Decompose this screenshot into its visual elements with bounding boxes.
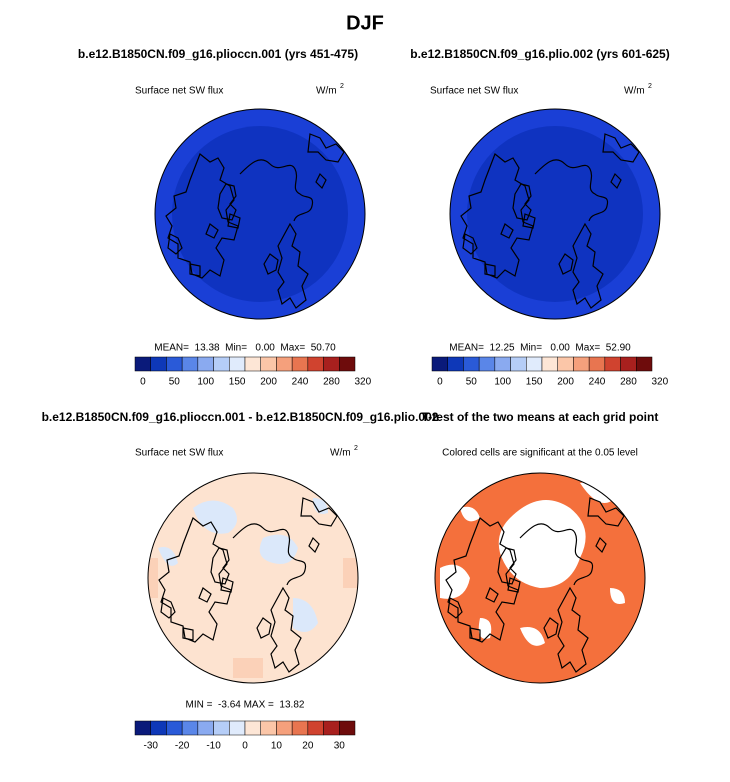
colorbar-box bbox=[323, 356, 340, 372]
colorbar-label: 200 bbox=[260, 377, 277, 388]
units-exponent: 2 bbox=[354, 445, 358, 452]
colorbar-box bbox=[244, 356, 261, 372]
colorbar-box bbox=[494, 356, 511, 372]
colorbar-box bbox=[134, 720, 151, 736]
colorbar-label: 0 bbox=[437, 377, 443, 388]
map bbox=[449, 108, 661, 320]
colorbar-label: 200 bbox=[557, 377, 574, 388]
colorbar-label: 280 bbox=[323, 377, 340, 388]
colorbar-label: -30 bbox=[143, 741, 158, 752]
colorbar-label: -10 bbox=[206, 741, 221, 752]
panel-label: Colored cells are significant at the 0.0… bbox=[442, 448, 638, 459]
colorbar: 0 50 100 150 200 240 280 320 bbox=[431, 356, 669, 388]
colorbar-box bbox=[339, 356, 356, 372]
colorbar-box bbox=[447, 356, 464, 372]
colorbar-box bbox=[229, 356, 246, 372]
colorbar-label: 20 bbox=[302, 741, 314, 752]
colorbar: 0 50 100 150 200 240 280 320 bbox=[134, 356, 372, 388]
units: W/m bbox=[624, 86, 645, 97]
colorbar-box bbox=[526, 356, 543, 372]
colorbar-label: 240 bbox=[589, 377, 606, 388]
colorbar-label: 150 bbox=[229, 377, 246, 388]
panel-heading: b.e12.B1850CN.f09_g16.plioccn.001 (yrs 4… bbox=[78, 47, 358, 61]
colorbar-box bbox=[213, 720, 230, 736]
panel-label: Surface net SW flux bbox=[430, 86, 518, 97]
colorbar-box bbox=[166, 720, 183, 736]
stats: MIN = -3.64 MAX = 13.82 bbox=[186, 700, 305, 711]
map bbox=[154, 108, 366, 320]
figure-title: DJF bbox=[346, 12, 384, 34]
colorbar-box bbox=[291, 356, 309, 372]
panel-heading: T-test of the two means at each grid poi… bbox=[422, 410, 659, 424]
colorbar-label: 50 bbox=[466, 377, 478, 388]
colorbar-label: 0 bbox=[242, 741, 248, 752]
panel-label: Surface net SW flux bbox=[135, 448, 223, 459]
colorbar-box bbox=[181, 720, 199, 736]
stats: MEAN= 13.38 Min= 0.00 Max= 50.70 bbox=[154, 343, 336, 354]
colorbar-box bbox=[431, 356, 448, 372]
units: W/m bbox=[316, 86, 337, 97]
colorbar-box bbox=[276, 356, 293, 372]
colorbar-label: 100 bbox=[197, 377, 214, 388]
panel-heading: b.e12.B1850CN.f09_g16.plio.002 (yrs 601-… bbox=[410, 47, 669, 61]
colorbar-label: 320 bbox=[652, 377, 669, 388]
colorbar-label: 100 bbox=[494, 377, 511, 388]
stats: MEAN= 12.25 Min= 0.00 Max= 52.90 bbox=[449, 343, 631, 354]
colorbar-box bbox=[166, 356, 183, 372]
colorbar-box bbox=[181, 356, 199, 372]
colorbar-box bbox=[510, 356, 527, 372]
units: W/m bbox=[330, 448, 351, 459]
colorbar-box bbox=[557, 356, 574, 372]
units-exponent: 2 bbox=[648, 83, 652, 90]
colorbar-label: -20 bbox=[175, 741, 190, 752]
colorbar: -30 -20 -10 0 10 20 30 bbox=[134, 720, 356, 752]
colorbar-label: 240 bbox=[292, 377, 309, 388]
colorbar-box bbox=[463, 356, 480, 372]
colorbar-label: 10 bbox=[271, 741, 283, 752]
colorbar-box bbox=[134, 356, 151, 372]
colorbar-box bbox=[307, 720, 324, 736]
colorbar-box bbox=[541, 356, 558, 372]
colorbar-box bbox=[307, 356, 324, 372]
colorbar-box bbox=[150, 720, 167, 736]
panel-heading: b.e12.B1850CN.f09_g16.plioccn.001 - b.e1… bbox=[42, 410, 439, 424]
colorbar-box bbox=[229, 720, 246, 736]
panel-label: Surface net SW flux bbox=[135, 86, 223, 97]
colorbar-box bbox=[260, 356, 277, 372]
units-exponent: 2 bbox=[340, 83, 344, 90]
map bbox=[147, 472, 359, 684]
colorbar-box bbox=[197, 356, 214, 372]
colorbar-label: 0 bbox=[140, 377, 146, 388]
colorbar-label: 30 bbox=[334, 741, 346, 752]
colorbar-label: 320 bbox=[355, 377, 372, 388]
colorbar-box bbox=[244, 720, 261, 736]
colorbar-box bbox=[636, 356, 653, 372]
colorbar-box bbox=[620, 356, 637, 372]
colorbar-box bbox=[291, 720, 309, 736]
colorbar-box bbox=[197, 720, 214, 736]
colorbar-box bbox=[276, 720, 293, 736]
colorbar-label: 150 bbox=[526, 377, 543, 388]
colorbar-box bbox=[573, 356, 590, 372]
colorbar-box bbox=[260, 720, 277, 736]
colorbar-box bbox=[339, 720, 356, 736]
colorbar-label: 280 bbox=[620, 377, 637, 388]
colorbar-box bbox=[604, 356, 621, 372]
colorbar-label: 50 bbox=[169, 377, 181, 388]
colorbar-box bbox=[323, 720, 340, 736]
colorbar-box bbox=[478, 356, 496, 372]
colorbar-box bbox=[213, 356, 230, 372]
colorbar-box bbox=[150, 356, 167, 372]
colorbar-box bbox=[588, 356, 606, 372]
map bbox=[434, 472, 646, 684]
